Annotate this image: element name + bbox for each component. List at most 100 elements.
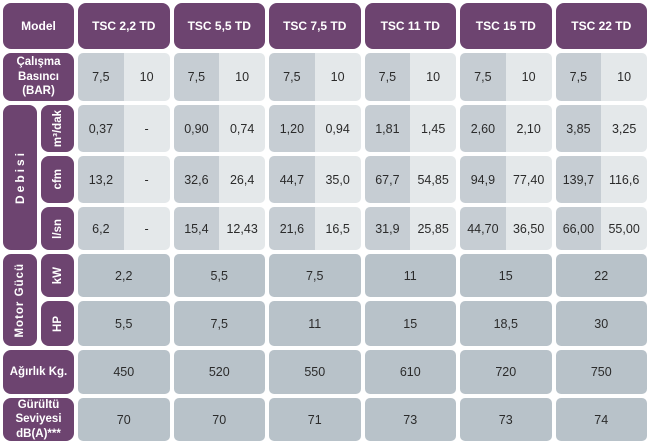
pressure-cell-pair: 7,5 10 [364,53,456,101]
flow-value: 2,60 [460,105,506,152]
pressure-value: 7,5 [78,53,124,101]
noise-value: 74 [555,398,647,441]
motor-hp-value: 15 [364,301,456,346]
flow-value: 67,7 [364,156,411,203]
weight-value: 610 [364,350,456,394]
model-header: TSC 5,5 TD [173,3,265,49]
row-label-noise: Gürültü Seviyesi dB(A)*** [3,398,74,441]
section-label-motor-power: Motor Gücü [3,254,37,346]
motor-kw-value: 5,5 [173,254,265,297]
flow-value: 66,00 [555,207,602,250]
unit-label-lsn: l/sn [41,207,74,250]
weight-value: 750 [555,350,647,394]
flow-cell-pair: 32,6 26,4 [173,156,265,203]
pressure-value: 7,5 [555,53,602,101]
noise-value: 73 [460,398,552,441]
motor-hp-value: 7,5 [173,301,265,346]
pressure-cell-pair: 7,5 10 [460,53,552,101]
flow-value: 54,85 [410,156,456,203]
motor-kw-value: 11 [364,254,456,297]
motor-kw-value: 2,2 [78,254,170,297]
flow-cell-pair: 1,20 0,94 [269,105,361,152]
weight-value: 450 [78,350,170,394]
flow-value: 94,9 [460,156,506,203]
corner-header-model: Model [3,3,74,49]
flow-value: 0,94 [314,105,361,152]
flow-cell-pair: 21,6 16,5 [269,207,361,250]
section-label-flow: Debisi [3,105,37,250]
flow-value: 3,25 [601,105,647,152]
flow-value: - [123,207,170,250]
flow-value: 21,6 [269,207,315,250]
pressure-value: 7,5 [460,53,506,101]
flow-value: 32,6 [173,156,220,203]
flow-cell-pair: 44,7 35,0 [269,156,361,203]
flow-cell-pair: 13,2 - [78,156,170,203]
motor-hp-value: 11 [269,301,361,346]
flow-cell-pair: 2,60 2,10 [460,105,552,152]
pressure-value: 10 [601,53,647,101]
row-label-pressure: Çalışma Basıncı (BAR) [3,53,74,101]
pressure-cell-pair: 7,5 10 [555,53,647,101]
flow-value: 12,43 [219,207,265,250]
flow-value: 16,5 [314,207,361,250]
flow-value: 1,20 [269,105,315,152]
flow-cell-pair: 94,9 77,40 [460,156,552,203]
flow-value: 6,2 [78,207,124,250]
flow-value: 26,4 [219,156,265,203]
flow-cell-pair: 44,70 36,50 [460,207,552,250]
pressure-value: 7,5 [364,53,411,101]
pressure-value: 7,5 [269,53,315,101]
flow-value: 77,40 [505,156,552,203]
flow-cell-pair: 15,4 12,43 [173,207,265,250]
flow-value: 0,90 [173,105,220,152]
model-header: TSC 15 TD [460,3,552,49]
unit-label-hp: HP [41,301,74,346]
flow-cell-pair: 3,85 3,25 [555,105,647,152]
model-header: TSC 11 TD [364,3,456,49]
flow-value: 1,81 [364,105,411,152]
pressure-value: 10 [123,53,170,101]
motor-kw-value: 22 [555,254,647,297]
flow-value: 44,7 [269,156,315,203]
flow-cell-pair: 67,7 54,85 [364,156,456,203]
flow-cell-pair: 139,7 116,6 [555,156,647,203]
flow-value: 0,37 [78,105,124,152]
flow-cell-pair: 1,81 1,45 [364,105,456,152]
model-header: TSC 22 TD [555,3,647,49]
flow-value: - [123,156,170,203]
flow-value: 13,2 [78,156,124,203]
pressure-value: 10 [219,53,265,101]
motor-hp-value: 18,5 [460,301,552,346]
flow-value: 36,50 [505,207,552,250]
flow-cell-pair: 31,9 25,85 [364,207,456,250]
model-header: TSC 2,2 TD [78,3,170,49]
noise-value: 70 [78,398,170,441]
flow-value: 139,7 [555,156,602,203]
flow-cell-pair: 6,2 - [78,207,170,250]
pressure-value: 10 [505,53,552,101]
motor-hp-value: 5,5 [78,301,170,346]
motor-kw-value: 15 [460,254,552,297]
noise-value: 71 [269,398,361,441]
row-label-weight: Ağırlık Kg. [3,350,74,394]
unit-label-kw: kW [41,254,74,297]
pressure-cell-pair: 7,5 10 [173,53,265,101]
flow-value: 0,74 [219,105,265,152]
flow-value: 3,85 [555,105,602,152]
flow-value: 35,0 [314,156,361,203]
weight-value: 550 [269,350,361,394]
weight-value: 720 [460,350,552,394]
flow-value: - [123,105,170,152]
weight-value: 520 [173,350,265,394]
pressure-value: 10 [410,53,456,101]
noise-value: 70 [173,398,265,441]
motor-kw-value: 7,5 [269,254,361,297]
flow-value: 15,4 [173,207,220,250]
motor-hp-value: 30 [555,301,647,346]
flow-cell-pair: 0,90 0,74 [173,105,265,152]
model-header: TSC 7,5 TD [269,3,361,49]
pressure-cell-pair: 7,5 10 [269,53,361,101]
flow-value: 31,9 [364,207,411,250]
